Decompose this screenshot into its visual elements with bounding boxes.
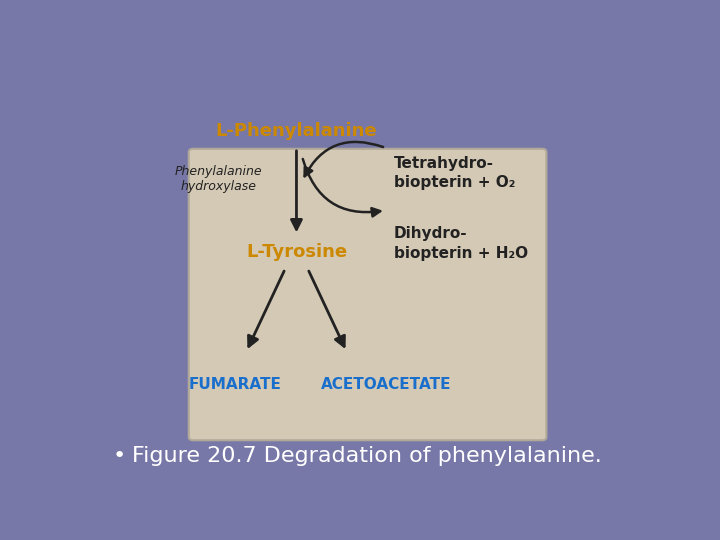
Text: Phenylalanine
hydroxylase: Phenylalanine hydroxylase bbox=[174, 165, 262, 193]
Text: L-Tyrosine: L-Tyrosine bbox=[246, 243, 347, 261]
Text: Figure 20.7 Degradation of phenylalanine.: Figure 20.7 Degradation of phenylalanine… bbox=[132, 446, 602, 465]
Text: Dihydro-
biopterin + H₂O: Dihydro- biopterin + H₂O bbox=[394, 226, 528, 261]
Text: •: • bbox=[112, 446, 125, 465]
Text: L-Phenylalanine: L-Phenylalanine bbox=[216, 123, 377, 140]
Text: FUMARATE: FUMARATE bbox=[189, 377, 282, 393]
Text: Tetrahydro-
biopterin + O₂: Tetrahydro- biopterin + O₂ bbox=[394, 156, 516, 190]
Text: ACETOACETATE: ACETOACETATE bbox=[320, 377, 451, 393]
FancyBboxPatch shape bbox=[189, 149, 546, 440]
